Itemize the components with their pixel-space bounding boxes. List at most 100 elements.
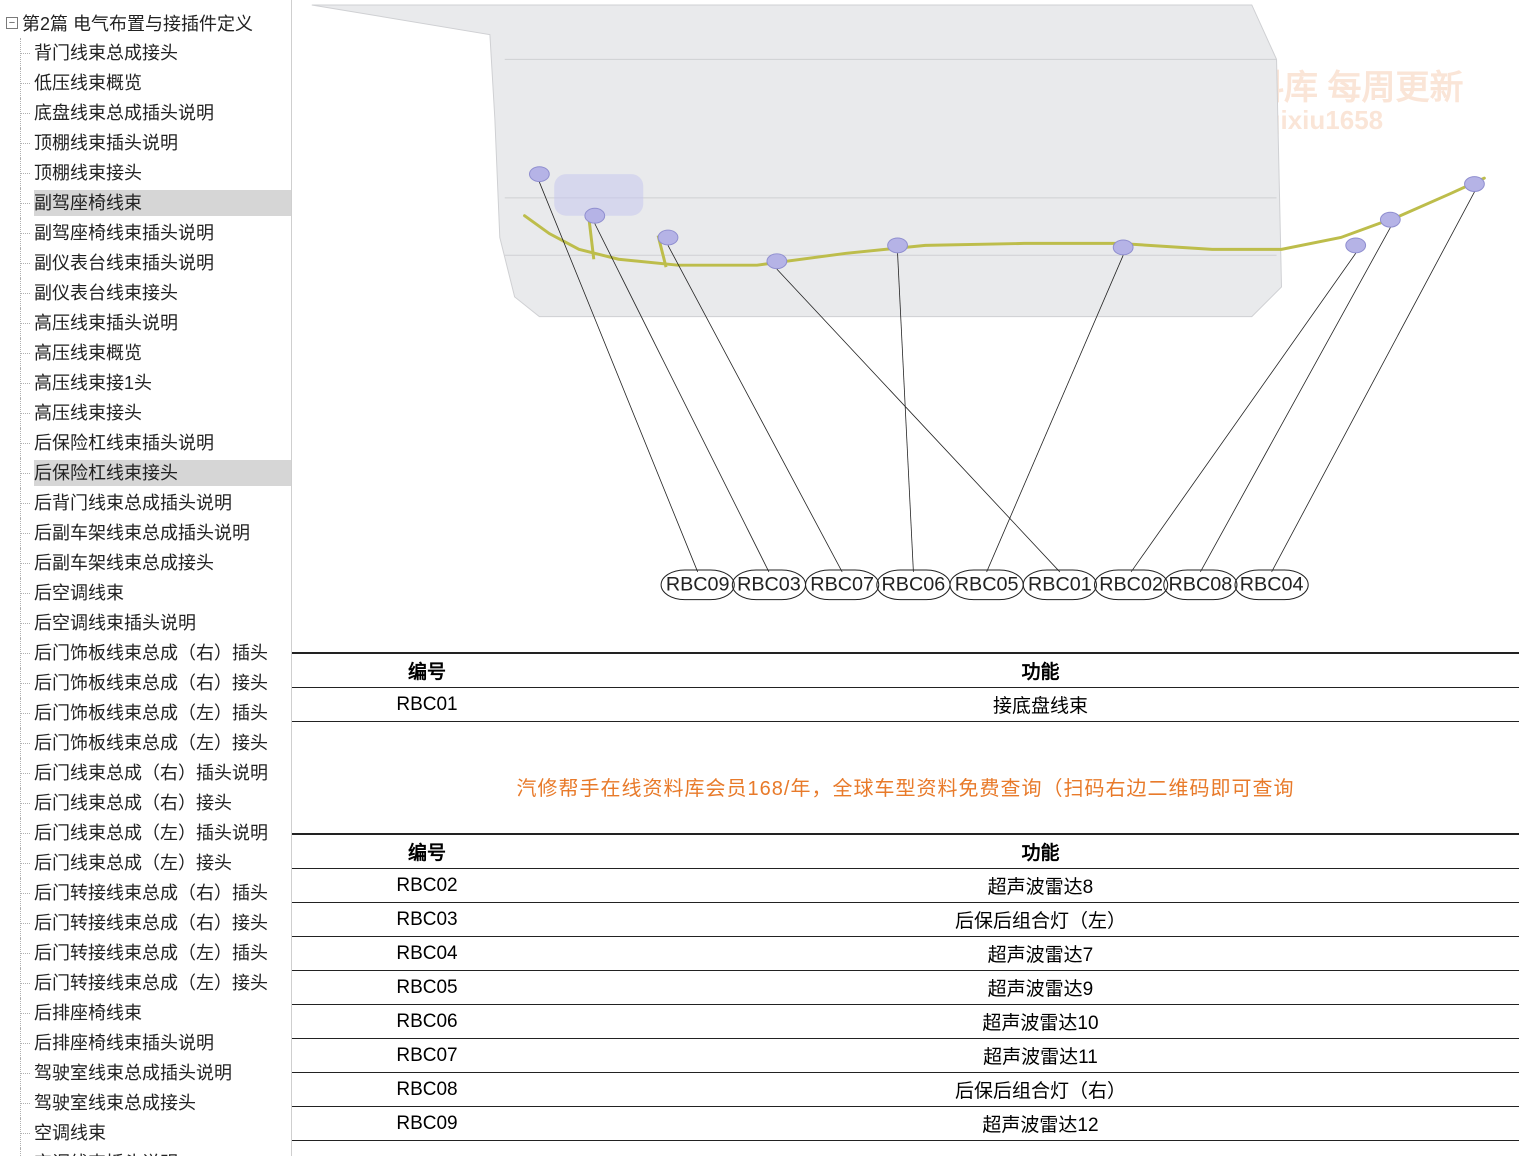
svg-text:RBC02: RBC02	[1099, 574, 1163, 596]
tree-item[interactable]: 空调线束插头说明	[18, 1148, 291, 1156]
cell-connector-id: RBC06	[292, 1005, 562, 1039]
tree-item-label: 低压线束概览	[34, 70, 291, 96]
tree-item[interactable]: 高压线束插头说明	[18, 308, 291, 338]
table-row: RBC03后保后组合灯（左）	[292, 903, 1519, 937]
tree-item[interactable]: 后门线束总成（左）插头说明	[18, 818, 291, 848]
tree-item[interactable]: 驾驶室线束总成插头说明	[18, 1058, 291, 1088]
tree-item[interactable]: 空调线束	[18, 1118, 291, 1148]
tree-item-label: 后保险杠线束接头	[34, 460, 291, 486]
tree-item-label: 后副车架线束总成接头	[34, 550, 291, 576]
tree-item-label: 副驾座椅线束	[34, 190, 291, 216]
table-row: RBC07超声波雷达11	[292, 1039, 1519, 1073]
svg-text:RBC01: RBC01	[1028, 574, 1092, 596]
tree-item[interactable]: 副驾座椅线束	[18, 188, 291, 218]
cell-connector-id: RBC02	[292, 869, 562, 903]
tree-item[interactable]: 后门转接线束总成（左）插头	[18, 938, 291, 968]
tree-item-label: 高压线束接头	[34, 400, 291, 426]
tree-item-label: 后门饰板线束总成（左）接头	[34, 730, 291, 756]
tree-item[interactable]: 后副车架线束总成插头说明	[18, 518, 291, 548]
tree-item-label: 后排座椅线束插头说明	[34, 1030, 291, 1056]
tree-item-label: 后门转接线束总成（右）接头	[34, 910, 291, 936]
cell-connector-id: RBC08	[292, 1073, 562, 1107]
table-row: RBC04超声波雷达7	[292, 937, 1519, 971]
cell-connector-func: 接底盘线束	[562, 688, 1519, 722]
svg-text:RBC08: RBC08	[1168, 574, 1232, 596]
tree-item[interactable]: 后背门线束总成插头说明	[18, 488, 291, 518]
cell-connector-func: 后保后组合灯（左）	[562, 903, 1519, 937]
tree-item-label: 后背门线束总成插头说明	[34, 490, 291, 516]
tree-item[interactable]: 副驾座椅线束插头说明	[18, 218, 291, 248]
tree-item[interactable]: 后门饰板线束总成（左）接头	[18, 728, 291, 758]
tree-item[interactable]: 驾驶室线束总成接头	[18, 1088, 291, 1118]
tree-item[interactable]: 后门转接线束总成（右）插头	[18, 878, 291, 908]
tree-item-label: 后排座椅线束	[34, 1000, 291, 1026]
tree-item[interactable]: 后门饰板线束总成（左）插头	[18, 698, 291, 728]
col-header-func: 功能	[562, 653, 1519, 688]
tree-item[interactable]: 后副车架线束总成接头	[18, 548, 291, 578]
tree-item-label: 驾驶室线束总成插头说明	[34, 1060, 291, 1086]
cell-connector-id: RBC01	[292, 688, 562, 722]
tree-item-label: 副仪表台线束接头	[34, 280, 291, 306]
tree-item[interactable]: 后空调线束插头说明	[18, 608, 291, 638]
tree-item[interactable]: 后保险杠线束接头	[18, 458, 291, 488]
cell-connector-func: 超声波雷达9	[562, 971, 1519, 1005]
tree-item[interactable]: 后排座椅线束插头说明	[18, 1028, 291, 1058]
tree-item-label: 顶棚线束插头说明	[34, 130, 291, 156]
tree-item[interactable]: 高压线束接1头	[18, 368, 291, 398]
tree-item[interactable]: 顶棚线束插头说明	[18, 128, 291, 158]
document-tree-sidebar[interactable]: − 第2篇 电气布置与接插件定义 背门线束总成接头低压线束概览底盘线束总成插头说…	[0, 0, 292, 1156]
tree-item-label: 后门线束总成（右）插头说明	[34, 760, 291, 786]
connector-table-1: 编号 功能 RBC01接底盘线束	[292, 652, 1519, 722]
tree-item-label: 顶棚线束接头	[34, 160, 291, 186]
tree-item[interactable]: 后门线束总成（右）插头说明	[18, 758, 291, 788]
svg-text:RBC09: RBC09	[666, 574, 730, 596]
tree-item[interactable]: 后门转接线束总成（右）接头	[18, 908, 291, 938]
promo-banner: 汽修帮手在线资料库会员168/年，全球车型资料免费查询（扫码右边二维码即可查询	[292, 722, 1519, 821]
tree-item[interactable]: 顶棚线束接头	[18, 158, 291, 188]
rear-bumper-harness-diagram: 汽修帮手在线资料库 每周更新 会员仅168/年，微信qixiu1658 RBC0…	[292, 0, 1519, 640]
tree-item[interactable]: 后空调线束	[18, 578, 291, 608]
tree-item-label: 空调线束插头说明	[34, 1150, 291, 1156]
tree-item-label: 背门线束总成接头	[34, 40, 291, 66]
cell-connector-func: 超声波雷达10	[562, 1005, 1519, 1039]
connector-tables: 编号 功能 RBC01接底盘线束 汽修帮手在线资料库会员168/年，全球车型资料…	[292, 652, 1519, 1156]
tree-item-label: 后门转接线束总成（左）插头	[34, 940, 291, 966]
tree-item[interactable]: 低压线束概览	[18, 68, 291, 98]
tree-item[interactable]: 背门线束总成接头	[18, 38, 291, 68]
cell-connector-id: RBC03	[292, 903, 562, 937]
tree-item[interactable]: 后排座椅线束	[18, 998, 291, 1028]
tree-item[interactable]: 高压线束概览	[18, 338, 291, 368]
tree-item-label: 后门饰板线束总成（右）插头	[34, 640, 291, 666]
cell-connector-id: RBC09	[292, 1107, 562, 1141]
tree-root-section-2[interactable]: − 第2篇 电气布置与接插件定义	[4, 8, 291, 38]
table-row: RBC09超声波雷达12	[292, 1107, 1519, 1141]
tree-item-label: 高压线束插头说明	[34, 310, 291, 336]
tree-item[interactable]: 后门饰板线束总成（右）插头	[18, 638, 291, 668]
tree-item-label: 后门线束总成（右）接头	[34, 790, 291, 816]
tree-item-label: 驾驶室线束总成接头	[34, 1090, 291, 1116]
document-viewer: 汽修帮手在线资料库 每周更新 会员仅168/年，微信qixiu1658 RBC0…	[292, 0, 1519, 1156]
svg-text:RBC04: RBC04	[1240, 574, 1304, 596]
table-row: RBC01接底盘线束	[292, 688, 1519, 722]
cell-connector-id: RBC04	[292, 937, 562, 971]
cell-connector-id: RBC05	[292, 971, 562, 1005]
tree-item[interactable]: 副仪表台线束接头	[18, 278, 291, 308]
tree-item[interactable]: 底盘线束总成插头说明	[18, 98, 291, 128]
tree-item-label: 后门转接线束总成（右）插头	[34, 880, 291, 906]
tree-item[interactable]: 后门线束总成（左）接头	[18, 848, 291, 878]
tree-item-label: 副仪表台线束插头说明	[34, 250, 291, 276]
tree-item[interactable]: 高压线束接头	[18, 398, 291, 428]
svg-text:RBC03: RBC03	[737, 574, 801, 596]
tree-collapse-icon[interactable]: −	[6, 17, 18, 29]
table-row: RBC02超声波雷达8	[292, 869, 1519, 903]
tree-item[interactable]: 副仪表台线束插头说明	[18, 248, 291, 278]
tree-item-label: 后空调线束插头说明	[34, 610, 291, 636]
tree-item[interactable]: 后门转接线束总成（左）接头	[18, 968, 291, 998]
tree-item-label: 后保险杠线束插头说明	[34, 430, 291, 456]
tree-item[interactable]: 后门饰板线束总成（右）接头	[18, 668, 291, 698]
tree-item-label: 后门线束总成（左）接头	[34, 850, 291, 876]
tree-item[interactable]: 后保险杠线束插头说明	[18, 428, 291, 458]
cell-connector-func: 超声波雷达11	[562, 1039, 1519, 1073]
cell-connector-id: RBC07	[292, 1039, 562, 1073]
tree-item[interactable]: 后门线束总成（右）接头	[18, 788, 291, 818]
